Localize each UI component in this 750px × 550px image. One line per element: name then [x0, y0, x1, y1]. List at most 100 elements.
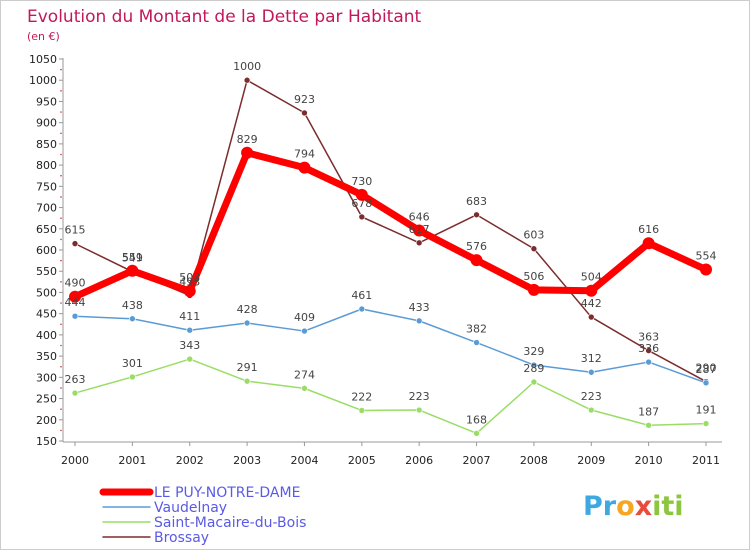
series-point-2	[129, 373, 136, 381]
x-tick-label: 2009	[577, 454, 605, 467]
chart-title: Evolution du Montant de la Dette par Hab…	[27, 7, 422, 27]
series-point-2	[71, 389, 79, 397]
logo-letter: P	[583, 491, 603, 522]
series-line-2	[74, 358, 707, 435]
y-minor-tick	[60, 90, 62, 92]
data-label: 603	[523, 229, 544, 242]
data-label: 617	[409, 223, 430, 236]
y-tick-label: 800	[36, 159, 57, 172]
data-label: 222	[351, 390, 372, 403]
series-point-2	[473, 430, 480, 437]
data-label: 343	[179, 339, 200, 352]
y-tick-label: 850	[36, 138, 57, 151]
data-label: 1000	[233, 60, 261, 73]
y-tick-label: 200	[36, 414, 57, 427]
data-label: 615	[65, 224, 86, 237]
logo-letter: r	[603, 491, 617, 522]
y-tick-label: 900	[36, 117, 57, 130]
x-tick-label: 2007	[463, 454, 491, 467]
legend-label: Vaudelnay	[154, 500, 227, 516]
y-minor-tick	[60, 174, 62, 177]
data-label: 290	[696, 362, 717, 375]
x-tick-label: 2003	[233, 454, 261, 467]
series-point-2	[530, 378, 538, 386]
logo-letter: t	[661, 491, 674, 522]
series-point-0	[470, 254, 483, 267]
data-label: 274	[294, 368, 315, 381]
series-point-0	[700, 263, 712, 276]
series-point-3	[415, 239, 423, 247]
y-tick-label: 400	[36, 329, 57, 342]
series-point-3	[71, 240, 79, 247]
series-point-0	[183, 285, 196, 298]
series-point-1	[473, 339, 480, 346]
series-point-1	[186, 326, 194, 334]
data-label: 312	[581, 352, 602, 365]
x-tick-label: 2004	[290, 454, 318, 467]
x-tick-label: 2000	[61, 454, 89, 467]
data-label: 683	[466, 195, 487, 208]
data-label: 289	[523, 362, 544, 375]
y-tick-label: 250	[36, 393, 57, 406]
y-tick-label: 350	[36, 350, 57, 363]
chart-subtitle: (en €)	[27, 30, 60, 43]
y-minor-tick	[60, 387, 62, 389]
data-label: 223	[409, 390, 430, 403]
series-point-1	[645, 358, 652, 366]
data-label: 291	[237, 361, 258, 374]
x-tick-label: 2008	[520, 454, 548, 467]
y-minor-tick	[60, 111, 62, 113]
series-point-0	[126, 264, 139, 277]
data-label: 490	[65, 277, 86, 290]
series-point-2	[645, 421, 652, 429]
data-label: 576	[466, 240, 487, 253]
y-minor-tick	[60, 344, 62, 347]
series-point-0	[69, 290, 81, 303]
series-point-1	[530, 361, 538, 369]
data-label: 730	[351, 175, 372, 188]
series-point-2	[301, 385, 308, 392]
series-point-1	[587, 368, 595, 376]
y-tick-label: 700	[36, 202, 57, 215]
proxiti-logo: Proxiti	[583, 491, 684, 522]
series-point-0	[298, 161, 311, 174]
legend-label: LE PUY-NOTRE-DAME	[154, 485, 300, 501]
series-point-2	[587, 406, 595, 414]
series-point-0	[241, 146, 254, 159]
x-tick-label: 2010	[635, 454, 663, 467]
data-label: 409	[294, 311, 315, 324]
y-tick-label: 500	[36, 286, 57, 299]
data-label: 549	[122, 252, 143, 265]
logo-letter: i	[652, 491, 661, 522]
series-point-0	[642, 237, 655, 250]
series-layer	[69, 76, 712, 437]
series-point-1	[702, 379, 710, 387]
y-tick-label: 150	[36, 435, 57, 448]
data-label: 442	[581, 297, 602, 310]
data-label: 428	[237, 303, 258, 316]
y-minor-tick	[60, 408, 62, 410]
series-point-3	[358, 213, 366, 221]
series-point-2	[358, 407, 366, 414]
data-label: 433	[409, 301, 430, 314]
y-tick-label: 650	[36, 223, 57, 236]
data-label: 646	[409, 210, 430, 223]
y-minor-tick	[60, 217, 62, 219]
data-label: 223	[581, 390, 602, 403]
x-tick-label: 2006	[405, 454, 433, 467]
series-line-0	[73, 149, 708, 300]
series-point-3	[243, 76, 251, 84]
x-axis-ticks: 2000 2001 2002 2003 2004 2005 2006 2007 2008 2009…	[61, 442, 720, 467]
data-label: 616	[638, 223, 659, 236]
series-point-1	[243, 319, 251, 327]
data-label: 263	[65, 373, 86, 386]
logo-letter: o	[616, 491, 635, 522]
y-minor-tick	[60, 429, 62, 432]
x-tick-label: 2011	[692, 454, 720, 467]
data-label: 504	[581, 271, 602, 284]
y-minor-tick	[60, 259, 62, 262]
series-point-3	[587, 313, 595, 321]
